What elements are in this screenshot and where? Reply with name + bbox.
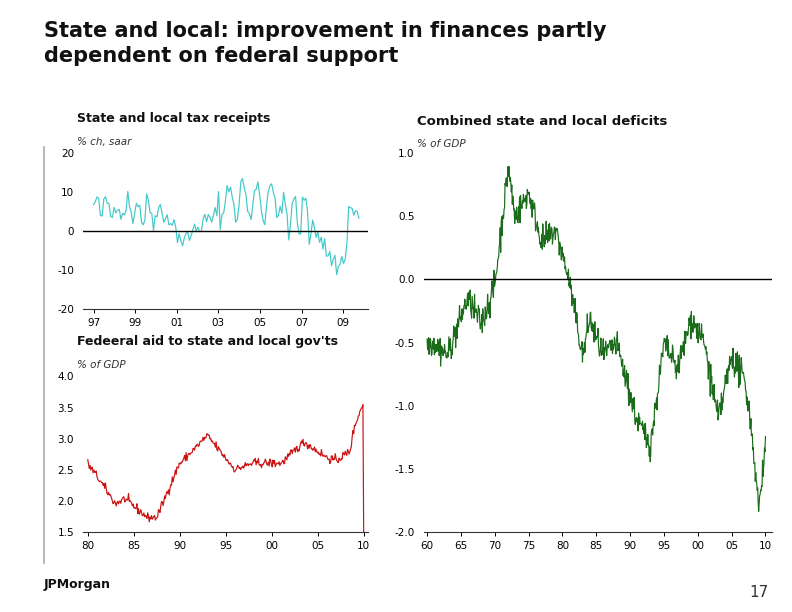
- Text: % of GDP: % of GDP: [417, 139, 466, 149]
- Text: % of GDP: % of GDP: [78, 360, 126, 370]
- Text: Fedeeral aid to state and local gov'ts: Fedeeral aid to state and local gov'ts: [78, 335, 338, 348]
- Text: Combined state and local deficits: Combined state and local deficits: [417, 115, 667, 129]
- Text: JPMorgan: JPMorgan: [44, 578, 111, 591]
- Text: State and local: improvement in finances partly
dependent on federal support: State and local: improvement in finances…: [44, 21, 606, 66]
- Text: % ch, saar: % ch, saar: [78, 136, 131, 147]
- Text: State and local tax receipts: State and local tax receipts: [78, 112, 271, 125]
- Text: 17: 17: [749, 584, 768, 600]
